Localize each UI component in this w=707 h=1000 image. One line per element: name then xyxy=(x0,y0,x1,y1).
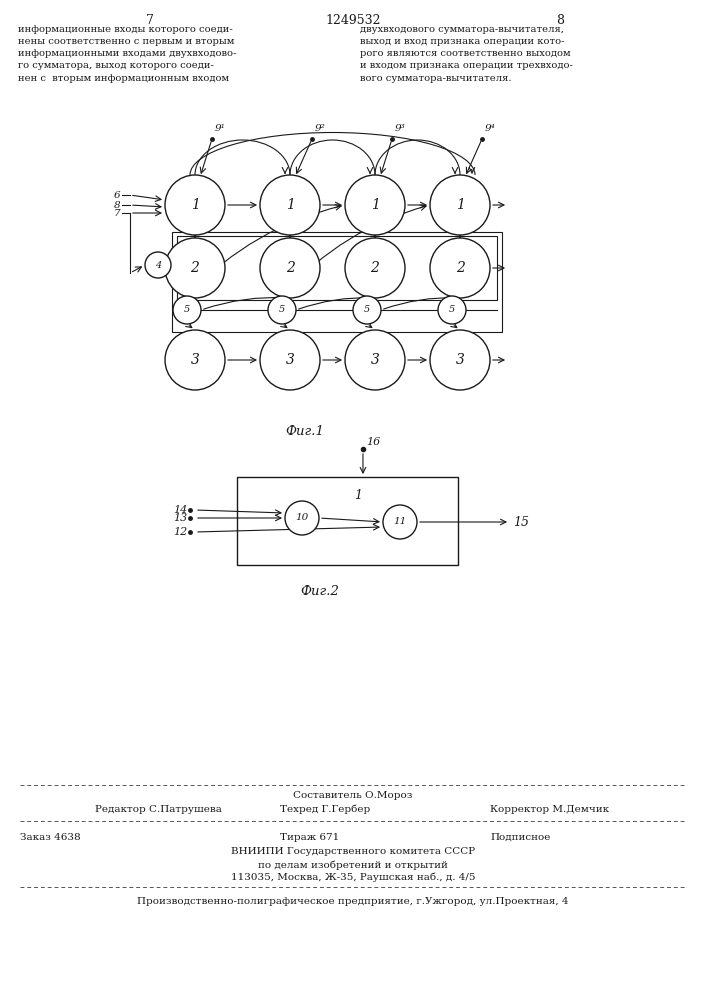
Text: 7: 7 xyxy=(113,209,120,218)
Text: 5: 5 xyxy=(184,306,190,314)
Text: 11: 11 xyxy=(393,518,407,526)
Text: 14: 14 xyxy=(173,505,187,515)
Text: 3: 3 xyxy=(286,353,294,367)
Circle shape xyxy=(345,175,405,235)
Text: Фиг.2: Фиг.2 xyxy=(300,585,339,598)
Circle shape xyxy=(438,296,466,324)
Text: 13: 13 xyxy=(173,513,187,523)
Circle shape xyxy=(285,501,319,535)
Text: 9¹: 9¹ xyxy=(215,124,226,133)
Text: Корректор М.Демчик: Корректор М.Демчик xyxy=(490,805,609,814)
Text: 10: 10 xyxy=(296,514,309,522)
Bar xyxy=(237,477,458,565)
Text: по делам изобретений и открытий: по делам изобретений и открытий xyxy=(258,860,448,869)
Text: 12: 12 xyxy=(173,527,187,537)
Text: 2: 2 xyxy=(455,261,464,275)
Text: 1249532: 1249532 xyxy=(325,14,381,27)
Bar xyxy=(172,232,502,332)
Text: 8: 8 xyxy=(556,14,564,27)
Text: 6: 6 xyxy=(113,190,120,200)
Circle shape xyxy=(430,330,490,390)
Text: Подписное: Подписное xyxy=(490,833,550,842)
Text: 2: 2 xyxy=(370,261,380,275)
Text: Тираж 671: Тираж 671 xyxy=(280,833,339,842)
Text: Фиг.1: Фиг.1 xyxy=(286,425,325,438)
Circle shape xyxy=(165,238,225,298)
Text: Заказ 4638: Заказ 4638 xyxy=(20,833,81,842)
Text: 1: 1 xyxy=(286,198,294,212)
Circle shape xyxy=(345,330,405,390)
Text: ВНИИПИ Государственного комитета СССР: ВНИИПИ Государственного комитета СССР xyxy=(231,847,475,856)
Circle shape xyxy=(260,175,320,235)
Text: 5: 5 xyxy=(449,306,455,314)
Text: 1: 1 xyxy=(191,198,199,212)
Circle shape xyxy=(353,296,381,324)
Text: 3: 3 xyxy=(455,353,464,367)
Text: 1: 1 xyxy=(354,489,363,502)
Text: 4: 4 xyxy=(155,260,161,269)
Circle shape xyxy=(260,330,320,390)
Text: Техред Г.Гербер: Техред Г.Гербер xyxy=(280,805,370,814)
Text: 9⁴: 9⁴ xyxy=(485,124,496,133)
Text: 7: 7 xyxy=(146,14,154,27)
Text: 9³: 9³ xyxy=(395,124,406,133)
Circle shape xyxy=(345,238,405,298)
Text: 113035, Москва, Ж-35, Раушская наб., д. 4/5: 113035, Москва, Ж-35, Раушская наб., д. … xyxy=(230,873,475,882)
Circle shape xyxy=(383,505,417,539)
Text: 1: 1 xyxy=(455,198,464,212)
Text: Редактор С.Патрушева: Редактор С.Патрушева xyxy=(95,805,222,814)
Text: 15: 15 xyxy=(513,516,529,528)
Text: Производственно-полиграфическое предприятие, г.Ужгород, ул.Проектная, 4: Производственно-полиграфическое предприя… xyxy=(137,897,568,906)
Text: двухвходового сумматора-вычитателя,
выход и вход признака операции кото-
рого яв: двухвходового сумматора-вычитателя, выхо… xyxy=(360,25,573,83)
Bar xyxy=(177,236,497,300)
Circle shape xyxy=(165,330,225,390)
Circle shape xyxy=(430,175,490,235)
Text: Составитель О.Мороз: Составитель О.Мороз xyxy=(293,791,413,800)
Circle shape xyxy=(268,296,296,324)
Text: 1: 1 xyxy=(370,198,380,212)
Circle shape xyxy=(145,252,171,278)
Circle shape xyxy=(430,238,490,298)
Circle shape xyxy=(260,238,320,298)
Circle shape xyxy=(173,296,201,324)
Text: информационные входы которого соеди-
нены соответственно с первым и вторым
инфор: информационные входы которого соеди- нен… xyxy=(18,25,236,83)
Text: 2: 2 xyxy=(286,261,294,275)
Text: 5: 5 xyxy=(364,306,370,314)
Text: 3: 3 xyxy=(370,353,380,367)
Text: 9²: 9² xyxy=(315,124,326,133)
Text: 16: 16 xyxy=(366,437,380,447)
Text: 5: 5 xyxy=(279,306,285,314)
Text: 3: 3 xyxy=(191,353,199,367)
Circle shape xyxy=(165,175,225,235)
Text: 2: 2 xyxy=(191,261,199,275)
Text: 8: 8 xyxy=(113,200,120,210)
